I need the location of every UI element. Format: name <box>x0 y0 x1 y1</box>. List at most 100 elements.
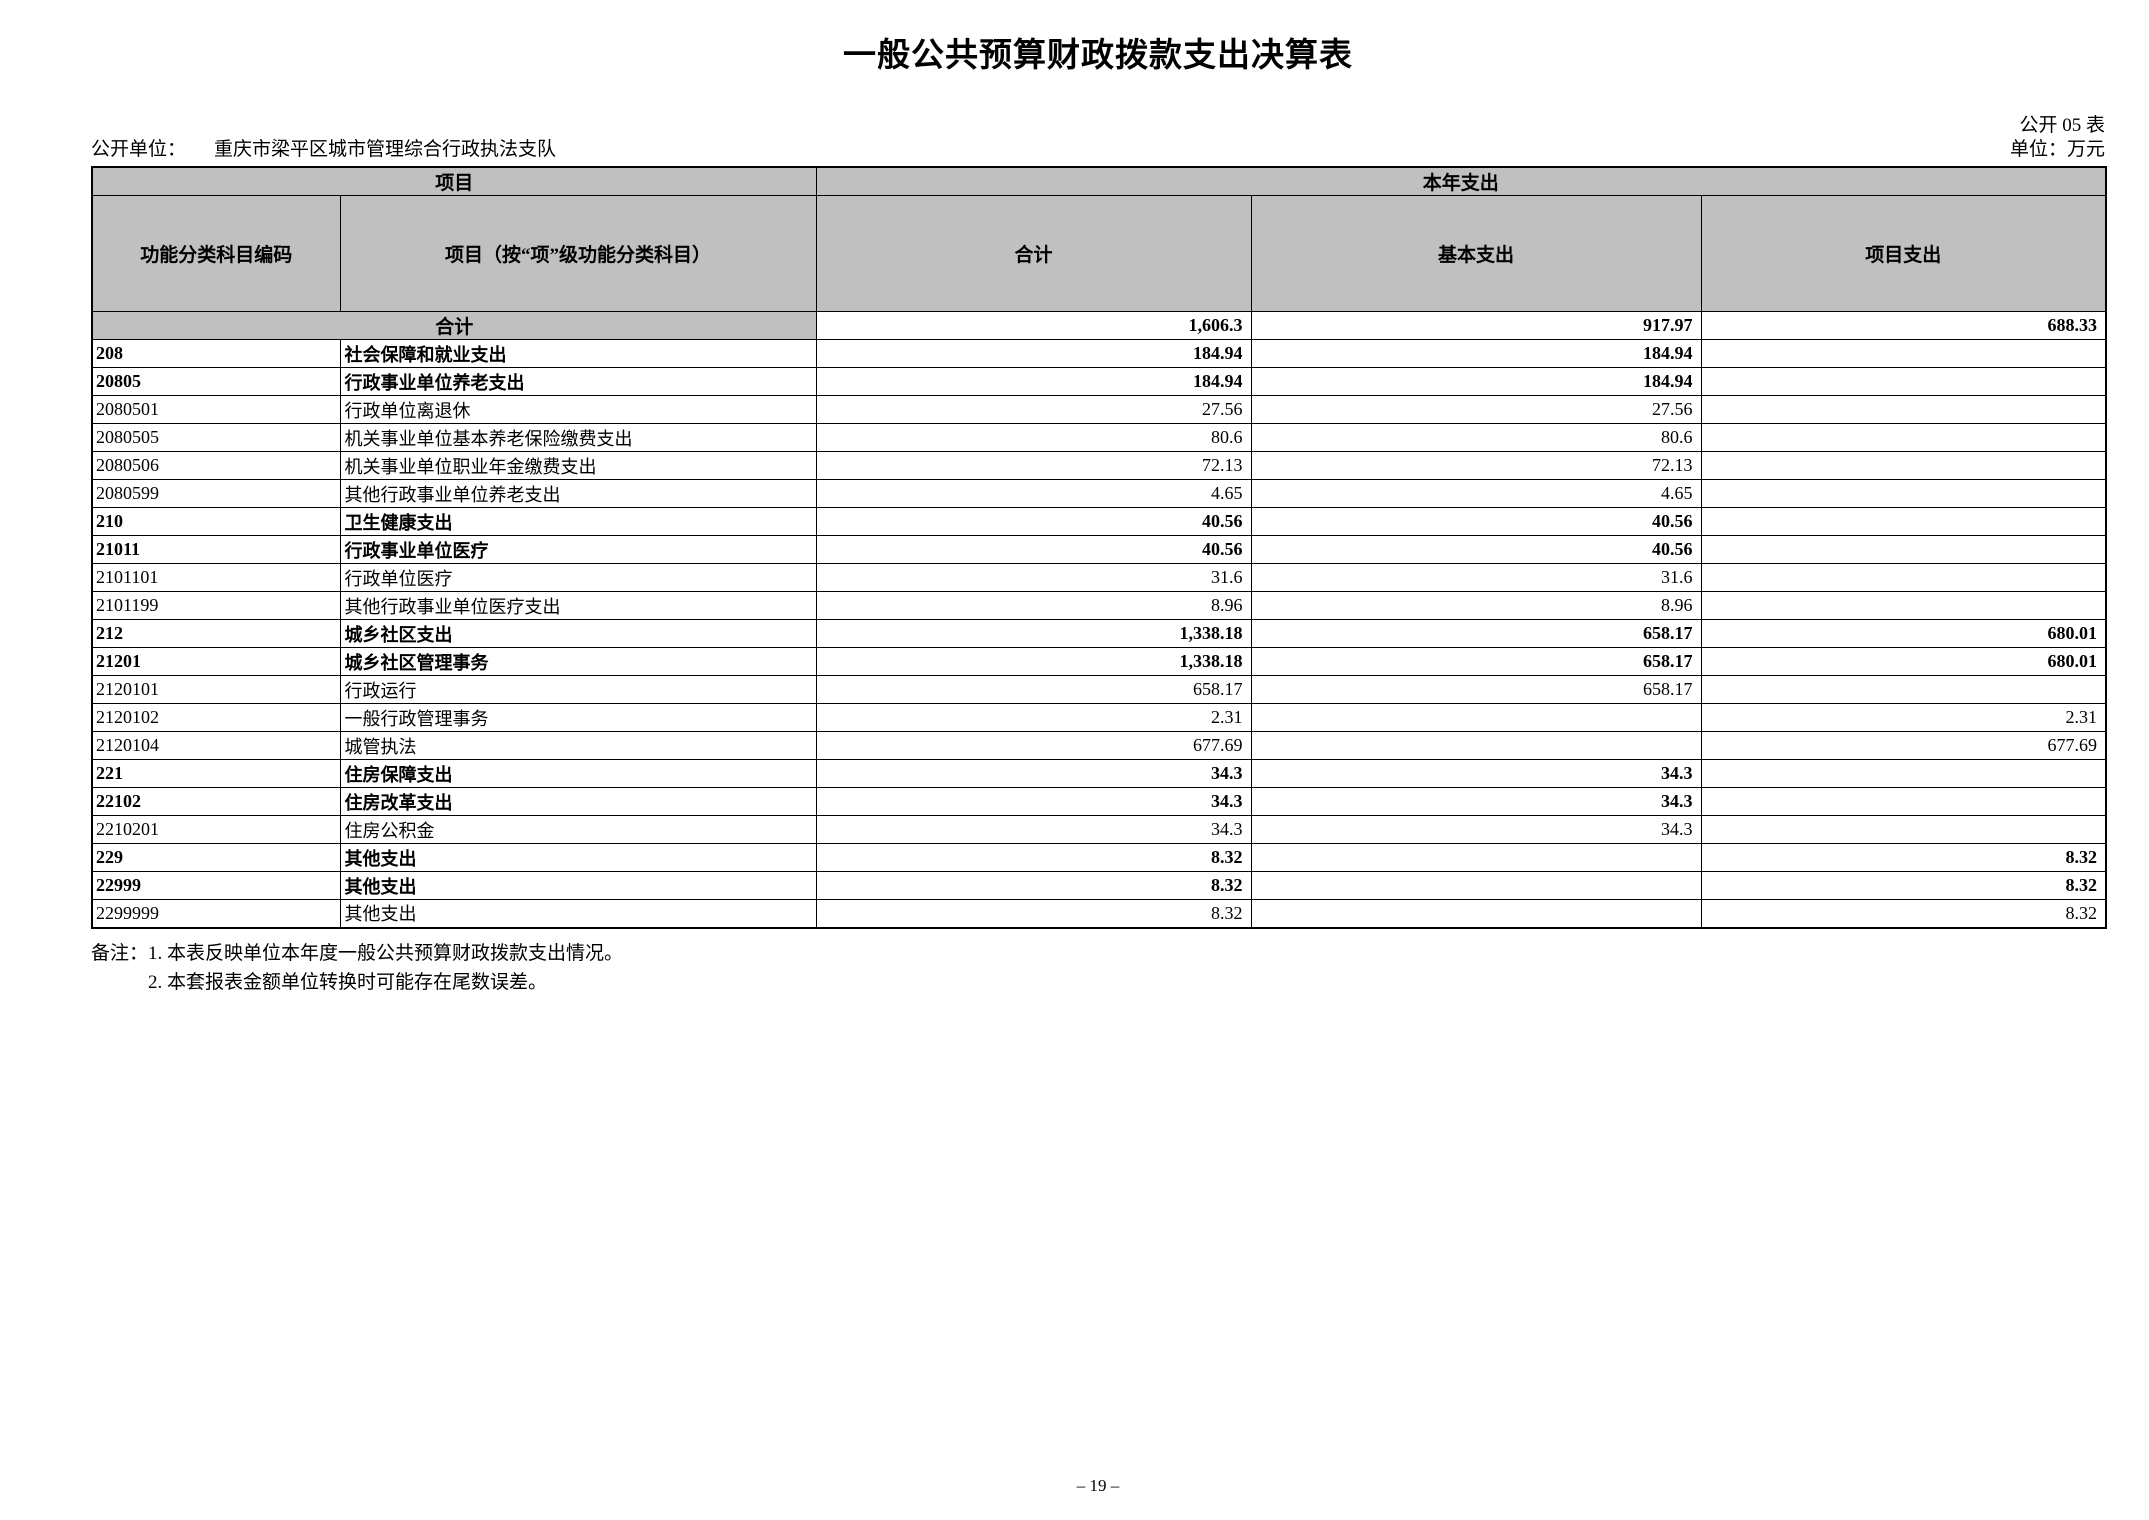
row-total: 31.6 <box>815 563 1252 592</box>
publish-unit: 公开单位： 重庆市梁平区城市管理综合行政执法支队 <box>91 138 556 162</box>
row-total: 1,338.18 <box>815 619 1252 648</box>
row-project: 680.01 <box>1700 619 2107 648</box>
row-project: 677.69 <box>1700 731 2107 760</box>
header-project-col: 项目支出 <box>1700 195 2107 312</box>
row-project <box>1700 759 2107 788</box>
page-content: 一般公共预算财政拨款支出决算表 公开 05 表 公开单位： 重庆市梁平区城市管理综… <box>91 0 2108 997</box>
total-row-total: 1,606.3 <box>815 311 1252 340</box>
table-row: 20805 行政事业单位养老支出 184.94 184.94 <box>91 367 2107 396</box>
header-total-col: 合计 <box>815 195 1252 312</box>
row-item: 社会保障和就业支出 <box>339 339 817 368</box>
row-basic: 72.13 <box>1250 451 1702 480</box>
table-row: 21011 行政事业单位医疗 40.56 40.56 <box>91 535 2107 564</box>
row-project <box>1700 423 2107 452</box>
row-code: 2120104 <box>91 731 341 760</box>
row-item: 城乡社区管理事务 <box>339 647 817 676</box>
row-code: 2120101 <box>91 675 341 704</box>
row-project: 8.32 <box>1700 843 2107 872</box>
row-basic <box>1250 899 1702 928</box>
table-row: 212 城乡社区支出 1,338.18 658.17 680.01 <box>91 619 2107 648</box>
table-row: 210 卫生健康支出 40.56 40.56 <box>91 507 2107 536</box>
table-row: 22102 住房改革支出 34.3 34.3 <box>91 787 2107 816</box>
row-total: 40.56 <box>815 507 1252 536</box>
row-code: 208 <box>91 339 341 368</box>
row-basic: 658.17 <box>1250 675 1702 704</box>
total-row-basic: 917.97 <box>1250 311 1702 340</box>
meta-row: 公开单位： 重庆市梁平区城市管理综合行政执法支队 单位：万元 <box>91 138 2105 162</box>
row-code: 2101199 <box>91 591 341 620</box>
row-item: 其他支出 <box>339 871 817 900</box>
row-basic: 31.6 <box>1250 563 1702 592</box>
row-code: 2080506 <box>91 451 341 480</box>
header-group-row: 项目 本年支出 <box>91 166 2107 196</box>
row-basic: 658.17 <box>1250 619 1702 648</box>
row-item: 机关事业单位基本养老保险缴费支出 <box>339 423 817 452</box>
row-project <box>1700 367 2107 396</box>
row-project <box>1700 675 2107 704</box>
row-basic: 40.56 <box>1250 535 1702 564</box>
table-row: 221 住房保障支出 34.3 34.3 <box>91 759 2107 788</box>
row-code: 21201 <box>91 647 341 676</box>
row-item: 其他行政事业单位医疗支出 <box>339 591 817 620</box>
total-row-label: 合计 <box>91 311 817 340</box>
header-year-group: 本年支出 <box>815 166 2107 196</box>
row-code: 212 <box>91 619 341 648</box>
row-code: 210 <box>91 507 341 536</box>
row-total: 34.3 <box>815 759 1252 788</box>
table-row: 2080501 行政单位离退休 27.56 27.56 <box>91 395 2107 424</box>
expenditure-table: 项目 本年支出 功能分类科目编码 项目（按“项”级功能分类科目） 合计 基本支出… <box>91 166 2108 929</box>
page-title: 一般公共预算财政拨款支出决算表 <box>843 38 1353 74</box>
publish-unit-label: 公开单位： <box>91 139 187 160</box>
row-code: 2210201 <box>91 815 341 844</box>
row-total: 677.69 <box>815 731 1252 760</box>
header-basic-col: 基本支出 <box>1250 195 1702 312</box>
row-item: 机关事业单位职业年金缴费支出 <box>339 451 817 480</box>
table-row: 2080505 机关事业单位基本养老保险缴费支出 80.6 80.6 <box>91 423 2107 452</box>
row-code: 229 <box>91 843 341 872</box>
row-total: 72.13 <box>815 451 1252 480</box>
note-line-1: 1. 本表反映单位本年度一般公共预算财政拨款支出情况。 <box>148 942 624 964</box>
row-total: 184.94 <box>815 339 1252 368</box>
note-line-1-wrap: 备注：1. 本表反映单位本年度一般公共预算财政拨款支出情况。 <box>91 939 2105 968</box>
table-header: 项目 本年支出 功能分类科目编码 项目（按“项”级功能分类科目） 合计 基本支出… <box>91 166 2107 312</box>
row-total: 184.94 <box>815 367 1252 396</box>
row-basic: 658.17 <box>1250 647 1702 676</box>
row-basic <box>1250 703 1702 732</box>
total-row-project: 688.33 <box>1700 311 2107 340</box>
notes-label: 备注： <box>91 942 149 964</box>
row-basic: 34.3 <box>1250 787 1702 816</box>
row-total: 658.17 <box>815 675 1252 704</box>
row-project: 2.31 <box>1700 703 2107 732</box>
row-basic: 184.94 <box>1250 339 1702 368</box>
row-total: 8.32 <box>815 843 1252 872</box>
row-project <box>1700 591 2107 620</box>
table-row: 22999 其他支出 8.32 8.32 <box>91 871 2107 900</box>
row-project <box>1700 787 2107 816</box>
table-row: 2120104 城管执法 677.69 677.69 <box>91 731 2107 760</box>
row-basic: 34.3 <box>1250 759 1702 788</box>
row-project: 680.01 <box>1700 647 2107 676</box>
row-total: 34.3 <box>815 787 1252 816</box>
row-project <box>1700 563 2107 592</box>
row-basic: 27.56 <box>1250 395 1702 424</box>
money-unit-label: 单位：万元 <box>2009 139 2105 160</box>
row-basic <box>1250 843 1702 872</box>
row-total: 80.6 <box>815 423 1252 452</box>
row-code: 2080505 <box>91 423 341 452</box>
row-basic: 8.96 <box>1250 591 1702 620</box>
row-item: 城乡社区支出 <box>339 619 817 648</box>
row-total: 27.56 <box>815 395 1252 424</box>
row-item: 其他行政事业单位养老支出 <box>339 479 817 508</box>
total-row: 合计 1,606.3 917.97 688.33 <box>91 311 2107 340</box>
row-project: 8.32 <box>1700 871 2107 900</box>
row-code: 221 <box>91 759 341 788</box>
row-project <box>1700 507 2107 536</box>
table-row: 2080599 其他行政事业单位养老支出 4.65 4.65 <box>91 479 2107 508</box>
row-item: 行政运行 <box>339 675 817 704</box>
row-item: 住房公积金 <box>339 815 817 844</box>
header-project-group: 项目 <box>91 166 817 196</box>
row-total: 8.32 <box>815 871 1252 900</box>
row-basic <box>1250 731 1702 760</box>
table-row: 208 社会保障和就业支出 184.94 184.94 <box>91 339 2107 368</box>
row-item: 城管执法 <box>339 731 817 760</box>
